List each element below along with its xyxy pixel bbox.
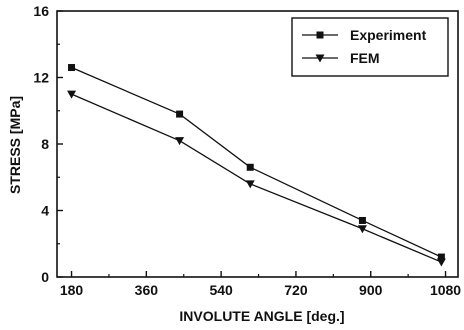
legend: Experiment FEM	[291, 17, 449, 77]
legend-entry: Experiment	[302, 27, 427, 43]
y-tick-label: 12	[33, 70, 49, 86]
legend-marker	[316, 31, 324, 39]
x-tick-label: 900	[359, 282, 383, 298]
data-point	[437, 253, 445, 261]
x-tick-label: 720	[284, 282, 308, 298]
x-tick-label: 360	[135, 282, 159, 298]
data-point	[176, 110, 184, 118]
y-tick-label: 4	[41, 203, 49, 219]
data-point	[358, 216, 366, 224]
legend-entry: FEM	[302, 50, 380, 66]
data-point	[436, 258, 446, 267]
y-tick-label: 8	[41, 136, 49, 152]
data-point	[246, 163, 254, 171]
data-point	[67, 90, 77, 99]
x-tick-label: 540	[209, 282, 233, 298]
series-1	[67, 90, 446, 267]
y-axis-title: STRESS [MPa]	[7, 96, 23, 194]
axes: 180 360 540 720 900 1080 0 4 8 12 16	[33, 3, 461, 298]
series-layer	[67, 64, 446, 267]
data-point	[357, 225, 367, 234]
x-axis-title: INVOLUTE ANGLE [deg.]	[179, 308, 344, 324]
y-tick-label: 16	[33, 3, 49, 19]
y-tick-label: 0	[41, 269, 49, 285]
x-tick-label: 180	[60, 282, 84, 298]
data-point	[175, 137, 185, 146]
data-point	[245, 180, 255, 189]
series-0	[68, 64, 445, 261]
legend-marker	[315, 54, 325, 63]
legend-label: FEM	[350, 50, 380, 66]
legend-label: Experiment	[350, 27, 427, 43]
series-line	[71, 66, 442, 258]
data-point	[68, 64, 76, 72]
series-line	[71, 93, 442, 263]
legend-box	[291, 17, 449, 77]
x-tick-label: 1080	[430, 282, 461, 298]
